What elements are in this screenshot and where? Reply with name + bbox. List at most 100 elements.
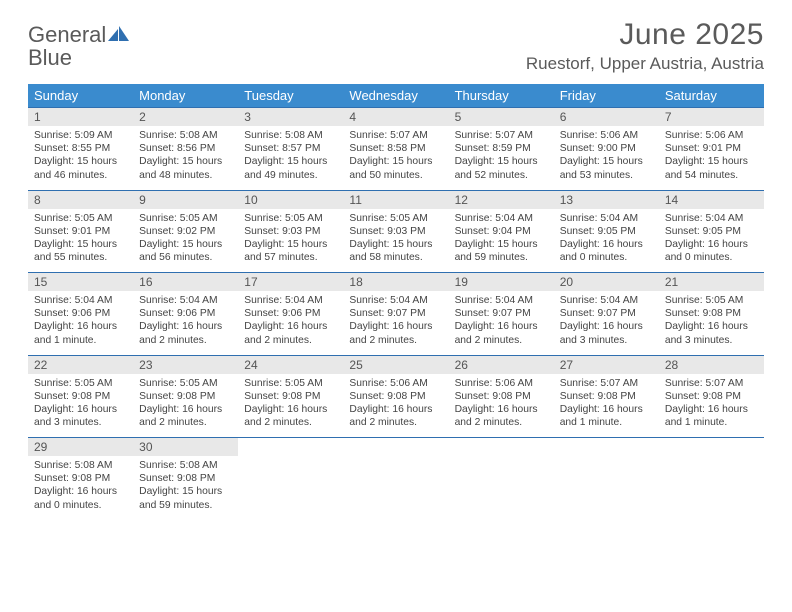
sunset-label: Sunset: [139, 143, 174, 154]
daylight-label: Daylight: [665, 404, 705, 415]
day-number: 5 [449, 108, 554, 127]
sunrise-label: Sunrise: [560, 213, 598, 224]
day-cell: Sunrise: 5:06 AMSunset: 9:00 PMDaylight:… [554, 126, 659, 190]
sunrise-value: 5:08 AM [180, 130, 218, 141]
daylight-label: Daylight: [139, 486, 179, 497]
daylight-label: Daylight: [34, 486, 74, 497]
day-cell: Sunrise: 5:04 AMSunset: 9:07 PMDaylight:… [343, 291, 448, 355]
sunset-value: 9:08 PM [598, 391, 636, 402]
sunrise-value: 5:07 AM [600, 378, 638, 389]
daylight-label: Daylight: [560, 239, 600, 250]
sunset-label: Sunset: [560, 226, 595, 237]
day-number: 13 [554, 190, 659, 209]
daynum-row: 891011121314 [28, 190, 764, 209]
day-cell: Sunrise: 5:04 AMSunset: 9:05 PMDaylight:… [554, 209, 659, 273]
daybody-row: Sunrise: 5:04 AM Sunset: 9:06 PM Daylight:… [28, 291, 764, 355]
sunrise-label: Sunrise: [139, 213, 177, 224]
sunset-value: 9:08 PM [387, 391, 425, 402]
daylight-label: Daylight: [34, 239, 74, 250]
sunrise-value: 5:09 AM [75, 130, 113, 141]
sunrise-label: Sunrise: [34, 378, 72, 389]
sunrise-value: 5:05 AM [180, 378, 218, 389]
sunrise-value: 5:05 AM [285, 378, 323, 389]
sunset-label: Sunset: [34, 226, 69, 237]
weekday-header-row: Sunday Monday Tuesday Wednesday Thursday… [28, 84, 764, 108]
sunrise-label: Sunrise: [349, 213, 387, 224]
sunrise-label: Sunrise: [244, 130, 282, 141]
sunset-value: 8:55 PM [72, 143, 110, 154]
day-cell: Sunrise: 5:06 AMSunset: 9:08 PMDaylight:… [449, 374, 554, 438]
sunset-label: Sunset: [560, 308, 595, 319]
sunset-value: 9:07 PM [492, 308, 530, 319]
logo-word2: Blue [28, 45, 72, 70]
day-cell: Sunrise: 5:04 AMSunset: 9:06 PMDaylight:… [238, 291, 343, 355]
sunset-value: 9:04 PM [492, 226, 530, 237]
sunrise-label: Sunrise: [665, 130, 703, 141]
sunset-label: Sunset: [455, 391, 490, 402]
sunset-value: 8:57 PM [282, 143, 320, 154]
daylight-label: Daylight: [349, 404, 389, 415]
sunset-value: 9:08 PM [177, 391, 215, 402]
daylight-label: Daylight: [455, 321, 495, 332]
daylight-label: Daylight: [455, 239, 495, 250]
sunrise-label: Sunrise: [455, 295, 493, 306]
sunset-value: 9:06 PM [177, 308, 215, 319]
day-number: 6 [554, 108, 659, 127]
sunset-value: 9:03 PM [387, 226, 425, 237]
sunset-label: Sunset: [139, 308, 174, 319]
day-number: 24 [238, 355, 343, 374]
sunset-value: 9:05 PM [703, 226, 741, 237]
sunrise-label: Sunrise: [665, 378, 703, 389]
empty-daycell [238, 456, 343, 520]
daylight-label: Daylight: [560, 404, 600, 415]
daybody-row: Sunrise: 5:05 AM Sunset: 9:08 PM Daylight:… [28, 374, 764, 438]
day-cell: Sunrise: 5:08 AMSunset: 8:57 PMDaylight:… [238, 126, 343, 190]
day-number: 7 [659, 108, 764, 127]
day-number: 26 [449, 355, 554, 374]
sunrise-value: 5:08 AM [180, 460, 218, 471]
sunrise-label: Sunrise: [349, 378, 387, 389]
day-cell: Sunrise: 5:05 AMSunset: 9:01 PMDaylight:… [28, 209, 133, 273]
sunrise-value: 5:05 AM [75, 378, 113, 389]
sunset-value: 9:03 PM [282, 226, 320, 237]
sunrise-value: 5:04 AM [180, 295, 218, 306]
sunset-label: Sunset: [244, 391, 279, 402]
sunset-label: Sunset: [455, 143, 490, 154]
day-number: 14 [659, 190, 764, 209]
daynum-row: 1234567 [28, 108, 764, 127]
day-number: 28 [659, 355, 764, 374]
sunset-label: Sunset: [139, 391, 174, 402]
empty-daynum [238, 438, 343, 457]
sunset-label: Sunset: [665, 308, 700, 319]
daylight-label: Daylight: [34, 156, 74, 167]
sunrise-value: 5:08 AM [75, 460, 113, 471]
day-cell: Sunrise: 5:05 AMSunset: 9:08 PMDaylight:… [238, 374, 343, 438]
day-number: 9 [133, 190, 238, 209]
sunrise-value: 5:04 AM [390, 295, 428, 306]
weekday-tuesday: Tuesday [238, 84, 343, 108]
day-number: 19 [449, 273, 554, 292]
sunrise-value: 5:07 AM [390, 130, 428, 141]
sunrise-label: Sunrise: [349, 130, 387, 141]
sunrise-label: Sunrise: [560, 130, 598, 141]
daylight-label: Daylight: [244, 404, 284, 415]
sunrise-value: 5:05 AM [285, 213, 323, 224]
daylight-label: Daylight: [244, 156, 284, 167]
daybody-row: Sunrise: 5:08 AMSunset: 9:08 PMDaylight:… [28, 456, 764, 520]
day-cell: Sunrise: 5:07 AMSunset: 8:59 PMDaylight:… [449, 126, 554, 190]
sunset-label: Sunset: [139, 226, 174, 237]
sunset-value: 9:08 PM [703, 308, 741, 319]
empty-daynum [554, 438, 659, 457]
sunset-value: 9:08 PM [72, 473, 110, 484]
daylight-label: Daylight: [560, 321, 600, 332]
sunset-value: 9:06 PM [282, 308, 320, 319]
day-cell: Sunrise: 5:04 AMSunset: 9:07 PMDaylight:… [554, 291, 659, 355]
calendar-table: Sunday Monday Tuesday Wednesday Thursday… [28, 84, 764, 520]
empty-daynum [659, 438, 764, 457]
sunrise-label: Sunrise: [244, 213, 282, 224]
sunset-value: 9:08 PM [282, 391, 320, 402]
sunset-value: 8:58 PM [387, 143, 425, 154]
sunrise-label: Sunrise: [665, 213, 703, 224]
daylight-label: Daylight: [349, 321, 389, 332]
sunset-label: Sunset: [665, 391, 700, 402]
